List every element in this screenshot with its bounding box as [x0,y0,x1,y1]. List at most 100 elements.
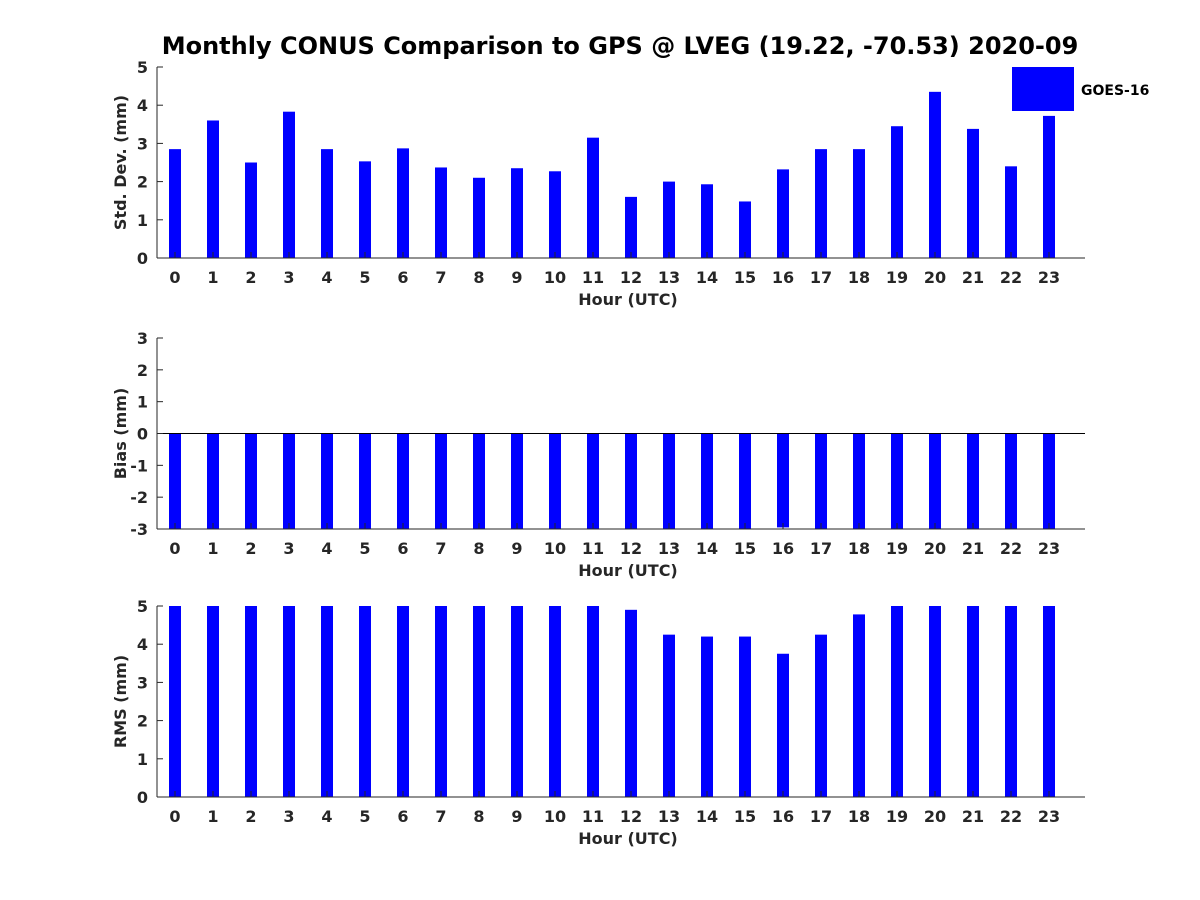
y-tick-label: 3 [137,329,148,348]
bar [549,171,561,258]
x-tick-label: 14 [696,268,718,287]
y-tick-label: 2 [137,361,148,380]
bar [435,606,447,797]
x-tick-label: 17 [810,268,832,287]
x-tick-label: 15 [734,539,756,558]
x-tick-label: 18 [848,539,870,558]
x-tick-label: 20 [924,807,946,826]
y-axis-label: Std. Dev. (mm) [111,95,130,230]
y-tick-label: 4 [137,96,148,115]
x-tick-label: 13 [658,807,680,826]
bar [815,149,827,258]
y-tick-label: -2 [130,488,148,507]
y-tick-label: 1 [137,211,148,230]
x-tick-label: 11 [582,539,604,558]
x-tick-label: 2 [245,539,256,558]
x-tick-label: 15 [734,268,756,287]
bar [435,433,447,529]
bar [929,433,941,529]
x-tick-label: 12 [620,268,642,287]
bar [321,606,333,797]
bar [207,433,219,529]
bar [473,433,485,529]
y-axis-label: Bias (mm) [111,388,130,480]
x-tick-label: 19 [886,539,908,558]
bar [283,111,295,258]
bar [815,433,827,529]
bar [625,196,637,258]
x-tick-label: 12 [620,539,642,558]
bar [929,606,941,797]
x-tick-label: 10 [544,268,566,287]
bar [169,606,181,797]
bar [967,128,979,258]
bar [549,606,561,797]
x-tick-label: 21 [962,268,984,287]
y-tick-label: 3 [137,134,148,153]
x-tick-label: 20 [924,539,946,558]
bar [169,149,181,258]
bar [701,433,713,529]
x-tick-label: 14 [696,807,718,826]
bar [587,137,599,258]
bar [701,636,713,797]
bar [739,636,751,797]
bar [245,162,257,258]
x-tick-label: 19 [886,268,908,287]
bar [967,606,979,797]
bar [321,433,333,529]
x-tick-label: 11 [582,807,604,826]
x-tick-label: 21 [962,807,984,826]
bar [245,433,257,529]
y-tick-label: 0 [137,425,148,444]
bar [1043,433,1055,529]
x-tick-label: 13 [658,539,680,558]
x-axis-label: Hour (UTC) [578,561,678,580]
x-tick-label: 21 [962,539,984,558]
bar [511,168,523,258]
x-tick-label: 1 [207,807,218,826]
x-tick-label: 17 [810,539,832,558]
x-tick-label: 19 [886,807,908,826]
x-tick-label: 23 [1038,807,1060,826]
x-tick-label: 7 [435,807,446,826]
x-axis-label: Hour (UTC) [578,290,678,309]
x-tick-label: 22 [1000,807,1022,826]
bar [397,433,409,529]
bar [739,433,751,529]
bar [891,433,903,529]
bar [207,120,219,258]
x-tick-label: 9 [511,268,522,287]
y-tick-label: 1 [137,750,148,769]
x-tick-label: 5 [359,268,370,287]
y-tick-label: 2 [137,712,148,731]
bar [967,433,979,529]
x-tick-label: 18 [848,807,870,826]
bar [663,181,675,258]
x-tick-label: 10 [544,807,566,826]
x-tick-label: 4 [321,268,332,287]
x-tick-label: 16 [772,539,794,558]
y-tick-label: 5 [137,597,148,616]
y-tick-label: 2 [137,173,148,192]
x-tick-label: 2 [245,268,256,287]
x-tick-label: 1 [207,268,218,287]
y-tick-label: -3 [130,520,148,539]
bar [929,91,941,258]
x-axis-label: Hour (UTC) [578,829,678,848]
bar [283,606,295,797]
x-tick-label: 1 [207,539,218,558]
bar [169,433,181,529]
bar [359,161,371,258]
x-tick-label: 3 [283,268,294,287]
x-tick-label: 4 [321,807,332,826]
x-tick-label: 0 [169,539,180,558]
bar [777,169,789,258]
x-tick-label: 2 [245,807,256,826]
legend-label: GOES-16 [1081,83,1149,99]
y-tick-label: 0 [137,788,148,807]
x-tick-label: 0 [169,268,180,287]
y-axis-label: RMS (mm) [111,655,130,748]
